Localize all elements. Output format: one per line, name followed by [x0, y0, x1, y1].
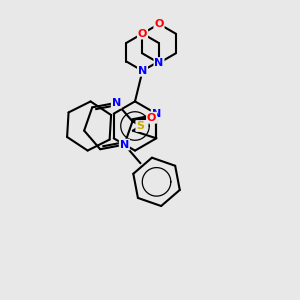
Text: N: N — [154, 58, 164, 68]
Text: N: N — [120, 140, 129, 150]
Text: O: O — [154, 19, 164, 29]
Text: S: S — [136, 121, 144, 131]
Text: O: O — [138, 28, 147, 39]
Text: N: N — [152, 109, 161, 119]
Text: O: O — [147, 113, 156, 123]
Text: N: N — [112, 98, 121, 108]
Text: N: N — [138, 66, 147, 76]
